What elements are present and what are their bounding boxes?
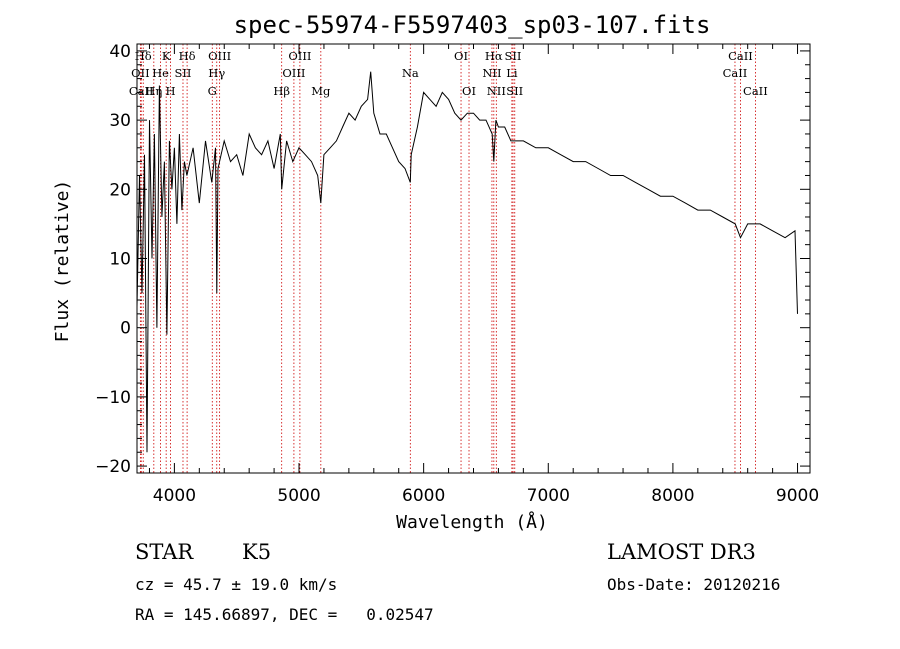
- line-marker-label: OIII: [288, 49, 311, 63]
- line-marker-label: Hδ: [135, 49, 152, 63]
- chart-title: spec-55974-F5597403_sp03-107.fits: [234, 11, 711, 39]
- line-marker-label: NII: [482, 66, 501, 80]
- plot-frame: [136, 43, 811, 474]
- x-tick-label: 5000: [277, 486, 320, 506]
- y-tick-label: −20: [95, 457, 131, 477]
- line-marker-label: NII: [487, 84, 506, 98]
- x-axis-label: Wavelength (Å): [396, 511, 548, 533]
- y-tick-label: −10: [95, 388, 131, 408]
- line-marker-label: OIII: [282, 66, 305, 80]
- coordinates: RA = 145.66897, DEC = 0.02547: [135, 605, 434, 624]
- line-marker-label: OI: [462, 84, 476, 98]
- obs-date: Obs-Date: 20120216: [607, 575, 780, 594]
- line-marker-label: He: [152, 66, 169, 80]
- line-marker-label: Hγ: [208, 66, 225, 80]
- line-marker-label: Mg: [311, 84, 331, 98]
- y-axis: −20 −10 0 10 20 30 40: [95, 42, 810, 477]
- object-class: STAR: [135, 540, 194, 564]
- line-markers: [139, 44, 756, 473]
- line-marker-label: OI: [454, 49, 468, 63]
- y-tick-label: 10: [109, 250, 131, 270]
- line-marker-label: Li: [506, 66, 518, 80]
- line-marker-label: CaII: [129, 84, 154, 98]
- y-tick-label: 0: [120, 319, 131, 339]
- plot-area: 4000 5000 6000 7000 8000 9000 −20 −10 0 10 20 30 40…: [95, 42, 819, 506]
- x-tick-label: 7000: [527, 486, 570, 506]
- line-marker-label: G: [208, 84, 217, 98]
- x-axis: 4000 5000 6000 7000 8000 9000: [148, 44, 819, 506]
- x-tick-label: 9000: [776, 486, 819, 506]
- line-marker-label: Hβ: [273, 84, 290, 98]
- line-marker-label: OIII: [208, 49, 231, 63]
- line-marker-label: CaII: [728, 49, 753, 63]
- x-tick-label: 6000: [402, 486, 445, 506]
- line-marker-label: Hα: [485, 49, 503, 63]
- line-marker-labels: Hδ OII CaII K He Hη SII H Hδ OIII Hγ G Hβ OIII OIII Mg N…: [129, 49, 768, 98]
- line-marker-label: SII: [505, 49, 522, 63]
- line-marker-label: K: [162, 49, 171, 63]
- x-tick-label: 4000: [153, 486, 196, 506]
- line-marker-label: Hδ: [179, 49, 196, 63]
- y-tick-label: 20: [109, 180, 131, 200]
- survey-name: LAMOST DR3: [607, 540, 756, 564]
- line-marker-label: CaII: [743, 84, 768, 98]
- y-tick-label: 30: [109, 111, 131, 131]
- line-marker-label: OII: [131, 66, 150, 80]
- line-marker-label: SII: [506, 84, 523, 98]
- x-tick-label: 8000: [651, 486, 694, 506]
- y-axis-label: Flux (relative): [52, 180, 73, 343]
- line-marker-label: Na: [402, 66, 419, 80]
- line-marker-label: CaII: [723, 66, 748, 80]
- line-marker-label: H: [166, 84, 176, 98]
- line-marker-label: Hη: [145, 84, 162, 98]
- spectrum-series: [136, 71, 798, 453]
- spectrum-line: [136, 71, 798, 453]
- object-subclass: K5: [242, 540, 271, 564]
- line-marker-label: SII: [175, 66, 192, 80]
- redshift-info: cz = 45.7 ± 19.0 km/s: [135, 575, 337, 594]
- y-tick-label: 40: [109, 42, 131, 62]
